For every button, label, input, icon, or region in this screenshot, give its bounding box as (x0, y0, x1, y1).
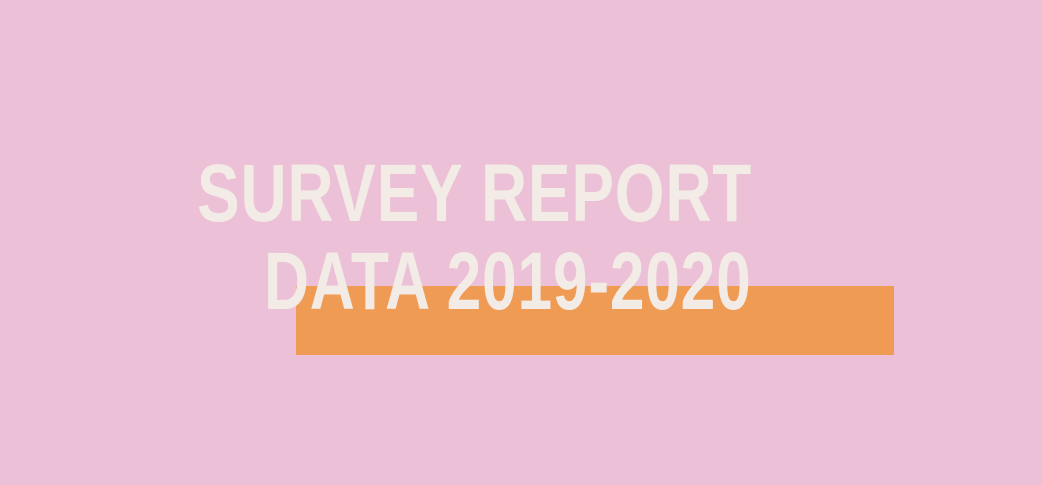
orange-accent-bar (296, 286, 894, 355)
title-line-data-years: DATA 2019-2020 (264, 236, 752, 327)
title-line-survey-report: SURVEY REPORT (197, 148, 753, 239)
